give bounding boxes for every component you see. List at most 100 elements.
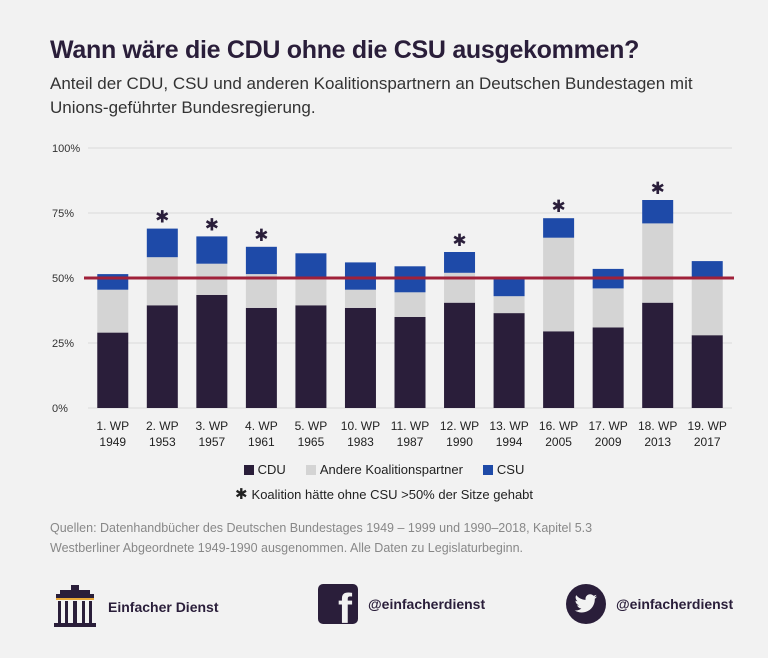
x-tick-label: 1961 bbox=[248, 435, 275, 449]
bar-segment bbox=[543, 237, 575, 332]
x-tick-label: 11. WP bbox=[391, 419, 429, 433]
bar-segment bbox=[444, 302, 476, 408]
sources-line-2: Westberliner Abgeordnete 1949-1990 ausge… bbox=[50, 541, 524, 555]
bar-segment bbox=[295, 279, 327, 306]
bar-segment bbox=[295, 305, 327, 408]
bar-segment bbox=[444, 252, 476, 273]
asterisk-marker: ✱ bbox=[452, 231, 466, 251]
y-tick-label: 25% bbox=[52, 338, 74, 350]
bar-segment bbox=[642, 223, 674, 303]
bar-segment bbox=[245, 307, 277, 408]
bar-segment bbox=[97, 274, 129, 290]
asterisk-marker: ✱ bbox=[651, 179, 665, 199]
x-tick-label: 10. WP bbox=[341, 419, 380, 433]
asterisk-marker: ✱ bbox=[155, 208, 169, 228]
legend-item-cdu: CDU bbox=[243, 462, 286, 477]
x-tick-label: 1990 bbox=[446, 435, 473, 449]
bar-segment bbox=[691, 261, 723, 278]
bar-segment bbox=[344, 289, 376, 308]
bar-segment bbox=[295, 253, 327, 280]
x-tick-label: 12. WP bbox=[440, 419, 479, 433]
x-tick-label: 1953 bbox=[149, 435, 176, 449]
y-tick-label: 75% bbox=[52, 208, 74, 220]
x-tick-label: 17. WP bbox=[588, 419, 627, 433]
bar-segment bbox=[691, 335, 723, 408]
brand-name: Einfacher Dienst bbox=[108, 599, 219, 615]
brandenburg-gate-icon bbox=[54, 585, 96, 627]
asterisk-marker: ✱ bbox=[551, 197, 565, 217]
bar-segment bbox=[97, 289, 129, 333]
legend-label-cdu: CDU bbox=[257, 462, 286, 477]
facebook-handle[interactable]: @einfacherdienst bbox=[368, 596, 486, 612]
legend-label-csu: CSU bbox=[496, 462, 525, 477]
facebook-block[interactable]: f @einfacherdienst bbox=[318, 584, 485, 624]
x-tick-label: 1983 bbox=[347, 435, 374, 449]
legend-swatch-cdu bbox=[243, 465, 254, 475]
legend-swatch-csu bbox=[482, 465, 493, 475]
facebook-icon[interactable]: f bbox=[318, 584, 358, 624]
x-tick-label: 1965 bbox=[298, 435, 325, 449]
y-tick-label: 0% bbox=[52, 403, 68, 415]
x-tick-label: 16. WP bbox=[539, 419, 578, 433]
bar-segment bbox=[196, 236, 228, 264]
x-tick-label: 3. WP bbox=[196, 419, 229, 433]
bar-segment bbox=[146, 228, 178, 258]
bar-segment bbox=[543, 218, 575, 238]
bar-segment bbox=[245, 246, 277, 275]
x-tick-label: 19. WP bbox=[688, 419, 727, 433]
x-tick-label: 1. WP bbox=[96, 419, 129, 433]
sources-line-1: Quellen: Datenhandbücher des Deutschen B… bbox=[50, 521, 593, 535]
legend-star-note: Koalition hätte ohne CSU >50% der Sitze … bbox=[251, 487, 534, 502]
x-tick-label: 2009 bbox=[595, 435, 622, 449]
x-tick-label: 2017 bbox=[694, 435, 721, 449]
bar-segment bbox=[543, 331, 575, 408]
legend-item-csu: CSU bbox=[482, 462, 525, 477]
y-tick-label: 50% bbox=[52, 273, 74, 285]
bar-segment bbox=[245, 274, 277, 308]
bar-segment bbox=[196, 294, 228, 408]
x-tick-label: 18. WP bbox=[638, 419, 677, 433]
bar-segment bbox=[146, 305, 178, 408]
bar-segment bbox=[493, 276, 525, 297]
x-tick-label: 1949 bbox=[99, 435, 126, 449]
chart-title: Wann wäre die CDU ohne die CSU ausgekomm… bbox=[50, 36, 640, 64]
twitter-block[interactable]: @einfacherdienst bbox=[566, 584, 733, 624]
x-tick-label: 1957 bbox=[198, 435, 225, 449]
x-tick-label: 1987 bbox=[397, 435, 424, 449]
x-tick-label: 4. WP bbox=[245, 419, 278, 433]
x-tick-label: 2005 bbox=[545, 435, 572, 449]
legend-swatch-andere bbox=[305, 465, 316, 475]
bar-segment bbox=[344, 262, 376, 290]
bar-segment bbox=[642, 302, 674, 408]
bar-segment bbox=[146, 257, 178, 306]
bar-segment bbox=[344, 307, 376, 408]
twitter-handle[interactable]: @einfacherdienst bbox=[616, 596, 734, 612]
asterisk-marker: ✱ bbox=[254, 226, 268, 246]
brand-block: Einfacher Dienst bbox=[52, 584, 218, 630]
legend: CDU Andere Koalitionspartner CSU ✱ Koalit… bbox=[0, 462, 768, 503]
bar-segment bbox=[493, 313, 525, 408]
bar-segment bbox=[97, 332, 129, 408]
sources-note: Quellen: Datenhandbücher des Deutschen B… bbox=[50, 518, 750, 558]
chart-subtitle: Anteil der CDU, CSU und anderen Koalitio… bbox=[50, 74, 693, 117]
x-tick-label: 2013 bbox=[644, 435, 671, 449]
footer: Einfacher Dienst f @einfacherdienst @ein… bbox=[0, 574, 768, 644]
legend-label-andere: Andere Koalitionspartner bbox=[319, 462, 463, 477]
legend-item-andere: Andere Koalitionspartner bbox=[305, 462, 463, 477]
x-tick-label: 5. WP bbox=[295, 419, 328, 433]
legend-star-item: ✱ Koalition hätte ohne CSU >50% der Sitze… bbox=[235, 485, 533, 503]
y-tick-label: 100% bbox=[52, 143, 80, 155]
bar-segment bbox=[394, 317, 426, 408]
twitter-icon[interactable] bbox=[566, 584, 606, 624]
bar-segment bbox=[691, 278, 723, 336]
bar-segment bbox=[592, 327, 624, 408]
bar-segment bbox=[642, 200, 674, 224]
bar-segment bbox=[592, 288, 624, 328]
x-tick-label: 13. WP bbox=[489, 419, 528, 433]
x-tick-label: 1994 bbox=[496, 435, 523, 449]
x-tick-label: 2. WP bbox=[146, 419, 179, 433]
stacked-bar-chart: 0% 25% 50% 75% 100% 1. WP 1949 2. WP 1953 ✱ 3. WP 1… bbox=[52, 143, 734, 449]
asterisk-icon: ✱ bbox=[234, 486, 248, 503]
bar-segment bbox=[394, 292, 426, 317]
asterisk-marker: ✱ bbox=[205, 215, 219, 235]
